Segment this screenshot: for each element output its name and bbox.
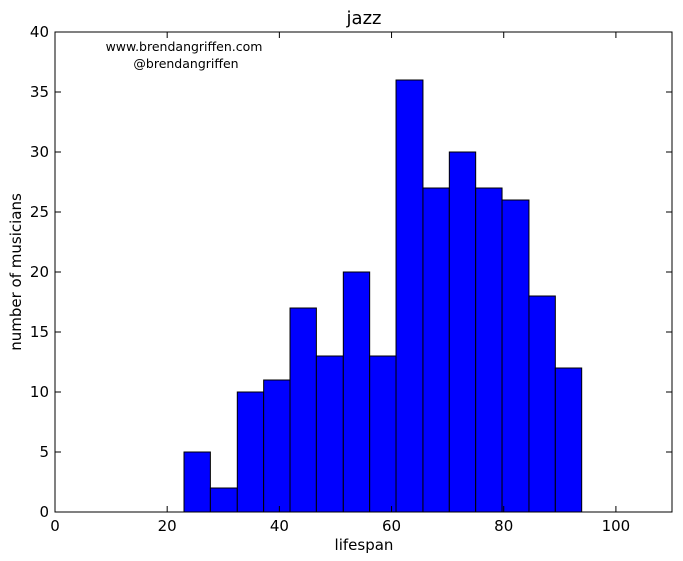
histogram-bar <box>183 451 211 513</box>
histogram-bar <box>395 79 424 513</box>
histogram-bar <box>475 187 503 513</box>
chart-title: jazz <box>346 8 382 29</box>
histogram-bar <box>369 355 397 513</box>
x-axis-label: lifespan <box>335 536 394 554</box>
x-tick-label: 80 <box>494 517 513 535</box>
x-tick-label: 100 <box>602 517 631 535</box>
bars-group <box>183 79 583 513</box>
ticks-group: 0 20 40 60 80 100 0 5 10 15 20 25 30 35 40 <box>30 23 672 535</box>
histogram-bar <box>422 187 450 513</box>
histogram-bar <box>315 355 344 513</box>
y-tick-label: 20 <box>30 263 49 281</box>
x-tick-label: 0 <box>50 517 60 535</box>
annotation-handle: @brendangriffen <box>133 56 238 71</box>
histogram-bar <box>263 379 291 513</box>
y-axis-label: number of musicians <box>7 193 25 351</box>
x-tick-label: 60 <box>382 517 401 535</box>
x-tick-label: 40 <box>270 517 289 535</box>
y-tick-label: 10 <box>30 383 49 401</box>
histogram-bar <box>236 391 265 513</box>
y-tick-label: 30 <box>30 143 49 161</box>
y-tick-label: 25 <box>30 203 49 221</box>
histogram-bar <box>342 271 371 513</box>
y-tick-label: 35 <box>30 83 49 101</box>
histogram-bar <box>501 199 530 513</box>
y-tick-label: 15 <box>30 323 49 341</box>
histogram-bar <box>448 151 477 513</box>
histogram-bar <box>289 307 317 513</box>
histogram-bar <box>528 295 556 513</box>
y-tick-label: 40 <box>30 23 49 41</box>
y-tick-label: 5 <box>39 443 49 461</box>
y-tick-label: 0 <box>39 503 49 521</box>
histogram-bar <box>209 487 238 513</box>
histogram-bar <box>554 367 583 513</box>
x-tick-label: 20 <box>158 517 177 535</box>
annotation-website: www.brendangriffen.com <box>106 39 263 54</box>
